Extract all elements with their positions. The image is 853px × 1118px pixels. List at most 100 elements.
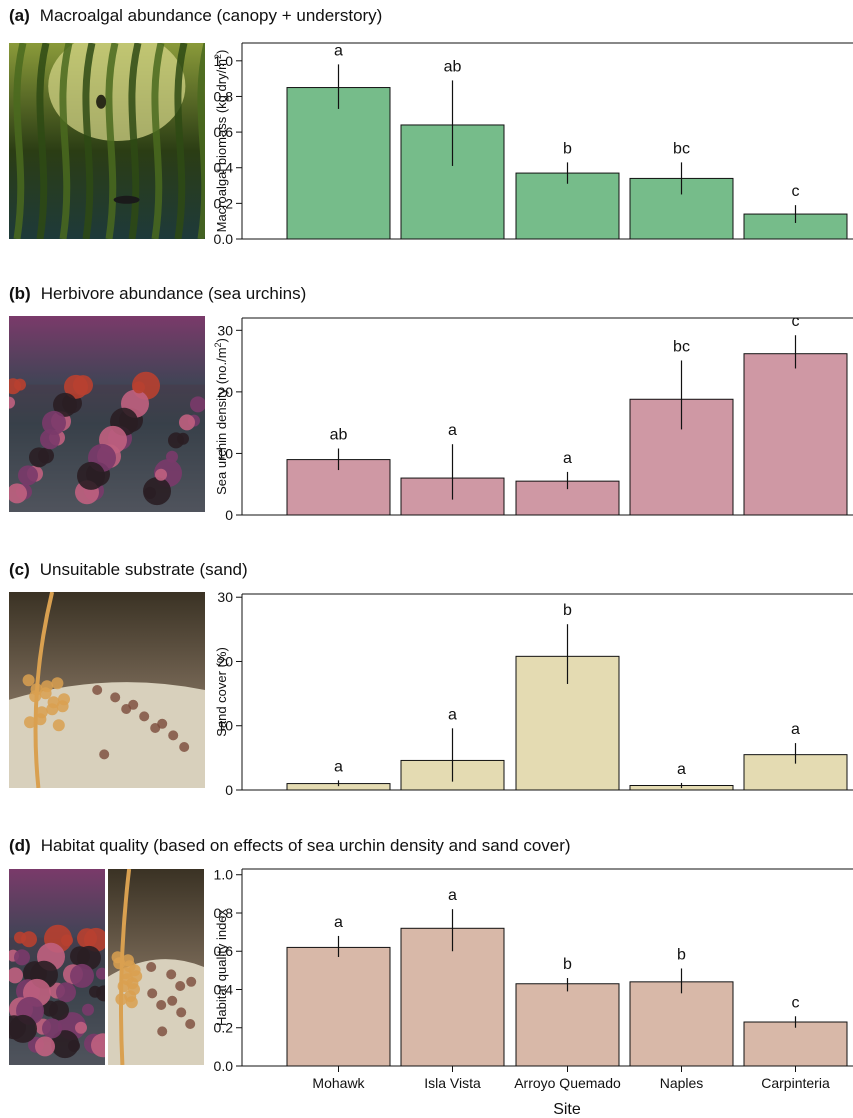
y-tick-label: 0.8 xyxy=(214,88,234,104)
panel-letter: (c) xyxy=(9,560,30,579)
y-tick-label: 0.8 xyxy=(214,905,234,921)
y-axis-label-text: Habitat quality index xyxy=(214,908,229,1026)
significance-letter: ab xyxy=(444,58,462,75)
algae-clump xyxy=(58,693,70,706)
significance-letter: a xyxy=(334,914,343,931)
y-tick-label: 0.6 xyxy=(214,943,234,959)
algae-clump xyxy=(123,960,136,973)
significance-letter: ab xyxy=(330,427,348,444)
urchin xyxy=(96,967,105,980)
significance-letter: bc xyxy=(673,338,690,355)
y-tick-label: 0 xyxy=(225,507,233,523)
red-algae xyxy=(157,718,168,729)
kelp-stipe xyxy=(13,43,27,239)
significance-letter: a xyxy=(563,450,572,467)
bar-arroyo-quemado xyxy=(515,172,620,240)
urchin xyxy=(70,963,94,988)
panel-d-title: (d) Habitat quality (based on effects of … xyxy=(9,836,571,856)
y-tick-label: 0 xyxy=(225,782,233,798)
bar-arroyo-quemado xyxy=(515,480,620,516)
y-tick-label: 10 xyxy=(217,718,233,734)
significance-letter: bc xyxy=(673,140,690,157)
red-algae xyxy=(186,976,197,987)
urchin xyxy=(21,931,37,948)
urchin xyxy=(68,1039,80,1052)
kelp-stipe xyxy=(105,43,119,239)
red-algae xyxy=(168,730,179,741)
bar-carpinteria xyxy=(743,1021,848,1067)
significance-letter: c xyxy=(792,313,800,330)
urchin xyxy=(49,1000,69,1021)
y-tick-label: 20 xyxy=(217,653,233,669)
significance-letter: b xyxy=(563,956,572,973)
algae-clump xyxy=(113,957,126,970)
y-axis-label: Habitat quality index xyxy=(214,908,229,1026)
y-tick-label: 0.4 xyxy=(214,981,234,997)
urchin xyxy=(9,378,21,395)
significance-letter: b xyxy=(563,140,572,157)
panel-title-text: Herbivore abundance (sea urchins) xyxy=(40,284,307,303)
x-axis-label: Site xyxy=(553,1101,581,1118)
bar-isla-vista xyxy=(400,124,505,240)
red-algae xyxy=(167,995,178,1006)
y-axis-label: Sand cover (%) xyxy=(214,647,229,737)
bar-naples xyxy=(629,177,734,240)
algae-clump xyxy=(41,680,53,693)
algae-clump xyxy=(47,696,60,709)
panel-title-text: Unsuitable substrate (sand) xyxy=(39,560,248,579)
urchin xyxy=(9,483,27,504)
y-tick-label: 1.0 xyxy=(214,53,234,69)
panel-letter: (a) xyxy=(9,6,30,25)
significance-letter: b xyxy=(563,602,572,619)
sand-substrate-photo-small xyxy=(108,869,204,1065)
urchin xyxy=(9,396,15,409)
significance-letter: a xyxy=(791,721,800,738)
y-tick-label: 0.0 xyxy=(214,1058,234,1074)
algae-clump xyxy=(35,706,48,719)
urchin xyxy=(42,410,66,435)
algae-clump xyxy=(24,716,36,729)
urchin xyxy=(166,450,178,463)
panel-letter: (b) xyxy=(9,284,31,303)
y-axis-label: Macroalgal biomass (kg dry/m2) xyxy=(213,50,229,233)
y-axis-label-text: Macroalgal biomass (kg dry/m xyxy=(214,59,229,232)
red-algae xyxy=(99,749,110,760)
urchin xyxy=(77,461,105,490)
bar-carpinteria xyxy=(743,353,848,516)
y-axis-label-text: Sea urchin density (no./m xyxy=(214,347,229,494)
significance-letter: a xyxy=(334,42,343,59)
y-axis-label-superscript: 2 xyxy=(213,342,223,347)
urchin xyxy=(9,1014,37,1043)
red-algae xyxy=(110,692,121,703)
urchin xyxy=(75,1021,87,1034)
y-tick-label: 30 xyxy=(217,589,233,605)
x-tick-label: Arroyo Quemado xyxy=(514,1075,621,1091)
chart-d: 0.0 0.2 0.4 0.6 0.8 1.0 Habitat quality index a… xyxy=(214,867,853,1118)
panel-a-title: (a) Macroalgal abundance (canopy + unders… xyxy=(9,6,382,26)
algae-clump xyxy=(51,677,64,690)
urchin xyxy=(61,934,73,947)
bar-mohawk xyxy=(286,459,391,516)
y-tick-label: 0.2 xyxy=(214,1020,234,1036)
panel-c-title: (c) Unsuitable substrate (sand) xyxy=(9,560,248,580)
y-axis-label: Sea urchin density (no./m2) xyxy=(213,338,229,495)
urchin xyxy=(77,945,101,970)
urchin xyxy=(64,374,88,399)
urchin xyxy=(56,982,76,1003)
urchin xyxy=(179,414,195,431)
bar-naples xyxy=(629,981,734,1067)
urchin xyxy=(133,381,145,394)
y-tick-label: 0.2 xyxy=(214,195,234,211)
urchin xyxy=(91,1033,105,1058)
red-algae xyxy=(128,699,139,710)
kelp-stipe xyxy=(36,43,50,239)
significance-letter: a xyxy=(448,706,457,723)
algae-clump xyxy=(52,719,65,732)
bar-arroyo-quemado xyxy=(515,983,620,1067)
urchin xyxy=(29,447,49,468)
x-tick-label: Naples xyxy=(660,1075,704,1091)
light-shaft xyxy=(48,43,186,141)
red-algae xyxy=(146,962,157,972)
